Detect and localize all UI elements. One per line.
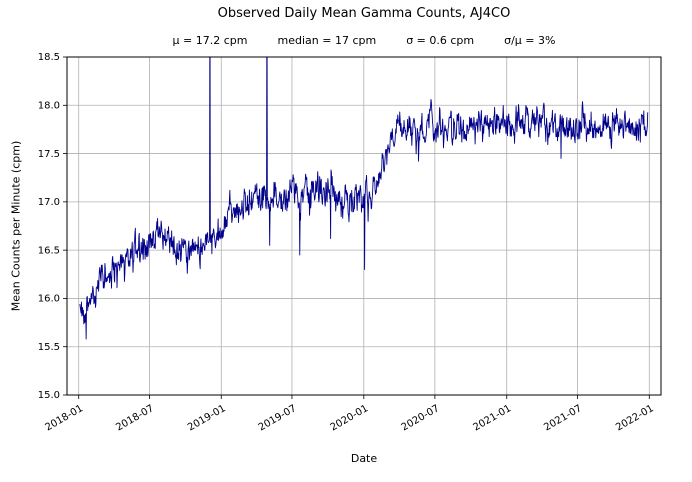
x-tick-label: 2019-07	[257, 403, 299, 433]
stat-sigma-over-mu: σ/μ = 3%	[504, 34, 556, 47]
y-tick-label: 16.5	[38, 245, 60, 256]
x-tick-label: 2018-01	[44, 403, 86, 433]
x-tick-label: 2018-07	[114, 403, 156, 433]
stat-median: median = 17 cpm	[277, 34, 377, 47]
y-tick-label: 17.0	[38, 197, 60, 208]
x-tick-label: 2019-01	[186, 403, 228, 433]
x-tick-label: 2021-07	[542, 403, 584, 433]
y-tick-label: 15.5	[38, 342, 60, 353]
y-tick-label: 16.0	[38, 294, 60, 305]
y-tick-label: 17.5	[38, 149, 60, 160]
series-group	[79, 57, 649, 340]
axis-tick-labels: 2018-01 2018-07 2019-01 2019-07 2020-01 2020-…	[38, 52, 656, 433]
y-tick-label: 18.5	[38, 52, 60, 63]
axis-ticks	[63, 56, 650, 399]
chart-title: Observed Daily Mean Gamma Counts, AJ4CO	[217, 6, 511, 21]
stats-line: μ = 17.2 cpm median = 17 cpm σ = 0.6 cpm…	[67, 34, 661, 47]
gamma-series-line	[79, 57, 649, 340]
x-tick-label: 2020-07	[400, 403, 442, 433]
y-tick-label: 15.0	[38, 390, 60, 401]
stat-sigma: σ = 0.6 cpm	[406, 34, 475, 47]
x-tick-label: 2021-01	[472, 403, 514, 433]
x-axis-label: Date	[350, 452, 378, 465]
x-tick-label: 2020-01	[329, 403, 371, 433]
stat-mean: μ = 17.2 cpm	[172, 34, 248, 47]
x-tick-label: 2022-01	[614, 403, 656, 433]
y-tick-label: 18.0	[38, 100, 60, 111]
